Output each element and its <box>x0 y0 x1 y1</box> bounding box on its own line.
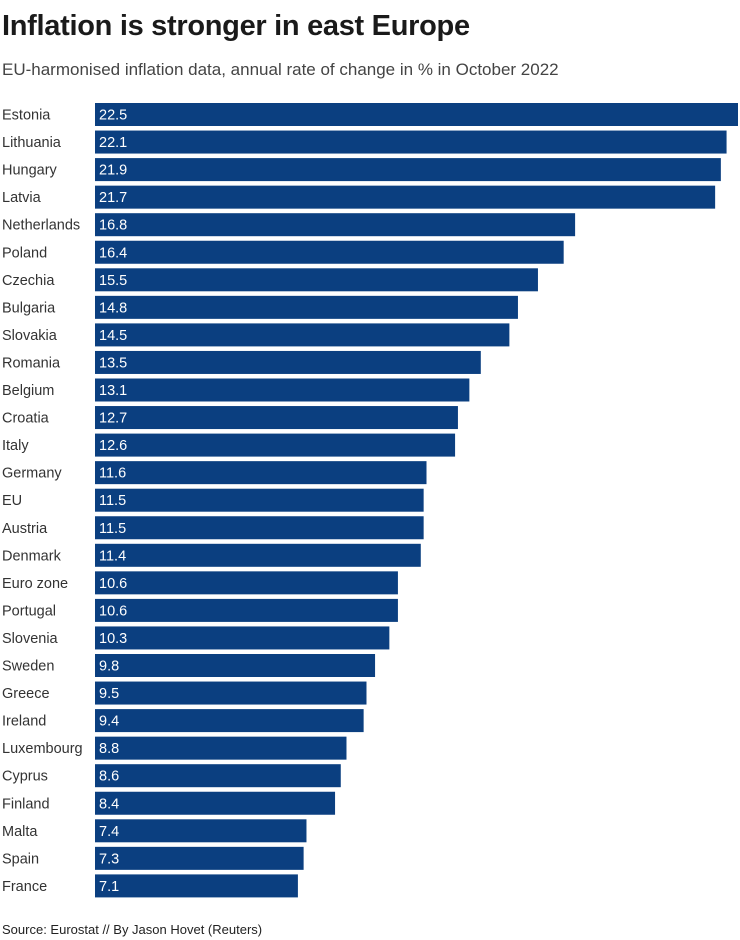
bar <box>95 819 307 843</box>
bar <box>95 626 390 650</box>
bar <box>95 709 364 733</box>
category-label: Netherlands <box>2 218 80 234</box>
bar <box>95 516 424 540</box>
value-label: 12.7 <box>99 411 127 427</box>
bar <box>95 185 716 209</box>
category-label: Italy <box>2 438 29 454</box>
bar <box>95 350 481 374</box>
category-label: Poland <box>2 245 47 261</box>
category-label: Germany <box>2 466 62 482</box>
category-label: Malta <box>2 824 38 840</box>
category-label: Lithuania <box>2 135 62 151</box>
category-label: Sweden <box>2 659 54 675</box>
category-label: Finland <box>2 796 50 812</box>
bar <box>95 571 398 595</box>
category-label: Denmark <box>2 548 62 564</box>
bar <box>95 874 298 898</box>
bar <box>95 488 424 512</box>
value-label: 21.9 <box>99 163 127 179</box>
bar-chart: Estonia 22.5 Lithuania 22.1 Hungary 21.9 Latvi… <box>2 103 738 898</box>
value-label: 7.1 <box>99 879 119 895</box>
category-label: Slovenia <box>2 631 59 647</box>
value-label: 10.3 <box>99 631 127 647</box>
chart-title: Inflation is stronger in east Europe <box>2 10 470 42</box>
category-label: EU <box>2 493 22 509</box>
category-label: Spain <box>2 851 39 867</box>
value-label: 9.4 <box>99 714 119 730</box>
bar <box>95 681 367 705</box>
category-label: Slovakia <box>2 328 58 344</box>
bar <box>95 103 738 126</box>
chart-subtitle: EU-harmonised inflation data, annual rat… <box>2 60 559 79</box>
category-label: Latvia <box>2 190 42 206</box>
category-label: Cyprus <box>2 769 48 785</box>
bar <box>95 543 421 567</box>
value-label: 14.8 <box>99 300 127 316</box>
value-label: 16.4 <box>99 245 127 261</box>
category-label: Euro zone <box>2 576 68 592</box>
bar <box>95 130 727 154</box>
category-label: Belgium <box>2 383 54 399</box>
value-label: 22.5 <box>99 108 127 124</box>
value-label: 8.6 <box>99 769 119 785</box>
value-label: 8.8 <box>99 741 119 757</box>
value-label: 9.5 <box>99 686 119 702</box>
bar <box>95 433 456 457</box>
bar <box>95 295 518 319</box>
bar <box>95 268 538 292</box>
category-label: Romania <box>2 355 61 371</box>
value-label: 8.4 <box>99 796 119 812</box>
bar <box>95 654 376 677</box>
bar <box>95 846 304 870</box>
value-label: 13.5 <box>99 355 127 371</box>
category-label: Ireland <box>2 714 46 730</box>
category-label: Luxembourg <box>2 741 83 757</box>
bar <box>95 378 470 402</box>
category-label: France <box>2 879 47 895</box>
value-label: 10.6 <box>99 603 127 619</box>
bar <box>95 791 336 815</box>
bar <box>95 736 347 760</box>
value-label: 9.8 <box>99 659 119 675</box>
category-label: Czechia <box>2 273 55 289</box>
category-label: Greece <box>2 686 50 702</box>
value-label: 21.7 <box>99 190 127 206</box>
bar <box>95 213 576 237</box>
value-label: 11.6 <box>99 466 126 482</box>
value-label: 14.5 <box>99 328 127 344</box>
value-label: 11.5 <box>99 521 126 537</box>
bar <box>95 158 721 182</box>
category-label: Bulgaria <box>2 300 56 316</box>
value-label: 16.8 <box>99 218 127 234</box>
value-label: 10.6 <box>99 576 127 592</box>
value-label: 11.4 <box>99 548 126 564</box>
value-label: 13.1 <box>99 383 127 399</box>
category-label: Portugal <box>2 603 56 619</box>
bar <box>95 240 564 264</box>
bar <box>95 323 510 347</box>
chart-source: Source: Eurostat // By Jason Hovet (Reut… <box>2 922 263 937</box>
category-label: Estonia <box>2 108 51 124</box>
bar <box>95 406 458 430</box>
value-label: 7.4 <box>99 824 119 840</box>
category-label: Hungary <box>2 163 58 179</box>
value-label: 22.1 <box>99 135 127 151</box>
category-label: Croatia <box>2 411 50 427</box>
value-label: 11.5 <box>99 493 126 509</box>
bar <box>95 461 427 485</box>
category-label: Austria <box>2 521 48 537</box>
bar <box>95 764 341 788</box>
bar <box>95 598 398 622</box>
value-label: 12.6 <box>99 438 127 454</box>
value-label: 7.3 <box>99 851 119 867</box>
value-label: 15.5 <box>99 273 127 289</box>
